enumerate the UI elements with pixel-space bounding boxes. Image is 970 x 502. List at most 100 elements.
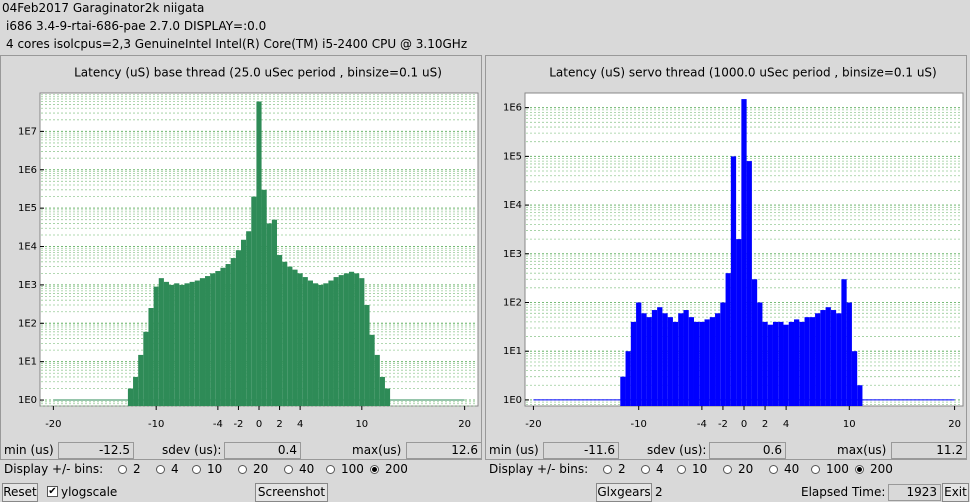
histogram-bar: [794, 319, 800, 406]
x-tick-label: 0: [256, 419, 262, 430]
y-tick-label: 1E4: [503, 200, 522, 211]
histogram-bar: [672, 321, 679, 406]
bins-radio[interactable]: [855, 465, 864, 474]
bins-radio[interactable]: [192, 465, 201, 474]
histogram-bar: [348, 271, 355, 406]
y-tick-label: 1E3: [503, 249, 522, 260]
bins-radio[interactable]: [811, 465, 820, 474]
histogram-bar: [646, 317, 652, 406]
histogram-bar: [163, 281, 170, 406]
y-tick-label: 1E4: [18, 242, 37, 253]
elapsed-label: Elapsed Time:: [801, 485, 886, 499]
histogram-bar: [788, 321, 795, 406]
bins-radio[interactable]: [677, 465, 686, 474]
exit-button[interactable]: Exit: [942, 483, 969, 502]
x-tick-label: -2: [718, 419, 728, 430]
panel: [485, 55, 967, 460]
reset-button[interactable]: Reset: [2, 483, 38, 502]
x-tick-label: -20: [45, 419, 61, 430]
y-tick-label: 1E1: [18, 357, 37, 368]
histogram-bar: [725, 273, 731, 406]
chart-title: Latency (uS) base thread (25.0 uSec peri…: [74, 66, 442, 80]
bins-radio[interactable]: [238, 465, 247, 474]
histogram-bar: [189, 281, 195, 406]
histogram-bar: [709, 317, 716, 406]
histogram-bar: [307, 280, 313, 406]
histogram-bar: [287, 266, 293, 406]
histogram-bar: [678, 313, 684, 406]
histogram-bar: [804, 317, 810, 406]
histogram-bar: [302, 277, 308, 406]
bins-option: 10: [207, 462, 223, 476]
elapsed-value: 1923: [888, 484, 941, 501]
bins-radio[interactable]: [284, 465, 293, 474]
histogram-bar: [251, 196, 257, 406]
stat-label: max(us): [837, 443, 887, 457]
stat-value: 12.6: [406, 442, 482, 459]
stat-label: min (us): [4, 443, 54, 457]
stat-value: 0.6: [709, 442, 786, 459]
histogram-bar: [757, 302, 763, 406]
x-tick-label: -4: [213, 419, 223, 430]
x-tick-label: -10: [631, 419, 647, 430]
histogram-bar: [318, 284, 324, 406]
bins-option: 100: [826, 462, 849, 476]
bins-radio[interactable]: [156, 465, 165, 474]
header-line: 04Feb2017 Garaginator2k niigata: [2, 1, 205, 15]
histogram-bar: [230, 258, 236, 406]
header-line: 4 cores isolcpus=2,3 GenuineIntel Intel(…: [6, 37, 468, 51]
bins-radio[interactable]: [723, 465, 732, 474]
histogram-bar: [282, 261, 288, 406]
y-tick-label: 1E6: [503, 103, 522, 114]
histogram-bar: [148, 308, 154, 406]
bins-radio[interactable]: [603, 465, 612, 474]
histogram-bar: [297, 273, 303, 406]
glxgears-count: 2: [655, 485, 663, 499]
chart-title: Latency (uS) servo thread (1000.0 uSec p…: [549, 66, 936, 80]
glxgears-button[interactable]: Glxgears: [596, 483, 652, 502]
y-tick-label: 1E2: [503, 297, 522, 308]
x-tick-label: -2: [233, 419, 243, 430]
x-tick-label: -4: [697, 419, 707, 430]
bins-radio[interactable]: [118, 465, 127, 474]
x-tick-label: 0: [741, 419, 747, 430]
bins-radio[interactable]: [326, 465, 335, 474]
stat-value: 0.4: [224, 442, 301, 459]
histogram-bar: [174, 283, 180, 406]
bins-radio[interactable]: [641, 465, 650, 474]
histogram-bar: [736, 239, 742, 406]
histogram-bar: [825, 307, 831, 406]
histogram-bar: [620, 376, 626, 406]
bins-radio[interactable]: [370, 465, 379, 474]
histogram-bar: [241, 239, 247, 406]
y-tick-label: 1E0: [503, 395, 522, 406]
histogram-bar: [762, 321, 768, 406]
stat-label: sdev (us):: [162, 443, 222, 457]
histogram-bar: [809, 317, 816, 406]
histogram-bar: [657, 307, 663, 406]
histogram-bar: [292, 269, 298, 406]
y-tick-label: 1E6: [18, 165, 37, 176]
histogram-bar: [720, 302, 726, 406]
histogram-bar: [133, 376, 139, 406]
y-tick-label: 1E3: [18, 280, 37, 291]
histogram-bar: [194, 280, 200, 406]
histogram-bar: [772, 321, 779, 406]
panel: [0, 55, 482, 460]
histogram-bar: [830, 310, 837, 406]
x-tick-label: -20: [525, 419, 541, 430]
histogram-bar: [225, 264, 231, 406]
histogram-bar: [210, 273, 216, 406]
ylogscale-checkbox[interactable]: ✔: [47, 486, 58, 497]
bins-radio[interactable]: [769, 465, 778, 474]
bins-label: Display +/- bins:: [4, 462, 104, 476]
histogram-bar: [153, 286, 159, 406]
histogram-bar: [651, 310, 658, 406]
histogram-bar: [625, 351, 631, 406]
histogram-bar: [836, 313, 842, 406]
x-tick-label: 2: [276, 419, 282, 430]
screenshot-button[interactable]: Screenshot: [255, 483, 328, 502]
histogram-bar: [266, 223, 272, 406]
histogram-bar: [369, 334, 375, 406]
histogram-bar: [857, 385, 863, 406]
